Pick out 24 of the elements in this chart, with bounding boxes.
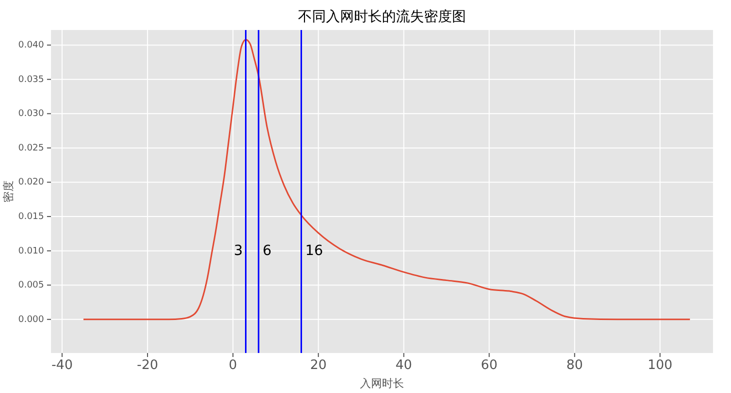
x-tick-label: 60 [480,358,498,373]
y-axis-title: 密度 [2,180,15,202]
y-tick-label: 0.000 [18,314,44,325]
y-tick-label: 0.025 [18,143,44,154]
x-tick-label: 80 [566,358,583,373]
y-tick-label: 0.010 [18,246,44,256]
x-tick-label: 0 [228,358,238,373]
x-axis-title: 入网时长 [360,377,404,390]
chart-title: 不同入网时长的流失密度图 [298,9,466,25]
y-tick-label: 0.030 [18,109,44,120]
x-tick-label: -40 [51,358,73,373]
ref-line-label: 16 [305,242,324,259]
x-tick-label: 100 [648,358,672,373]
ref-line-label: 3 [234,242,243,259]
y-tick-label: 0.035 [18,74,44,85]
x-tick-label: -20 [136,358,158,373]
y-tick-label: 0.005 [18,280,44,291]
x-tick-label: 20 [310,358,327,373]
line-series [82,38,691,320]
y-tick-label: 0.015 [18,212,44,222]
y-tick-label: 0.040 [18,40,44,51]
x-tick-label: 40 [396,358,412,373]
ref-line-label: 6 [262,242,272,259]
y-tick-label: 0.020 [18,178,44,188]
